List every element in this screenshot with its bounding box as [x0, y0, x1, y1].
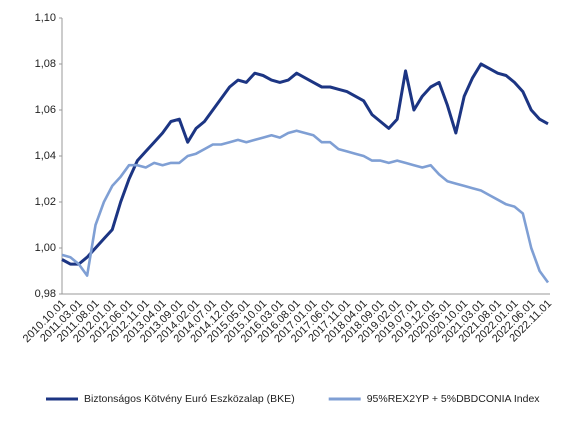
- series-line: [61, 129, 550, 284]
- y-tick-label: 1,06: [35, 104, 56, 116]
- series-line: [61, 62, 549, 266]
- legend-label: 95%REX2YP + 5%DBDCONIA Index: [367, 393, 541, 405]
- y-tick-label: 1,00: [35, 242, 56, 254]
- legend-label: Biztonságos Kötvény Euró Eszközalap (BKE…: [84, 393, 295, 405]
- y-tick-label: 1,02: [35, 196, 56, 208]
- y-tick-label: 0,98: [35, 288, 56, 300]
- y-tick-label: 1,08: [35, 58, 56, 70]
- y-tick-label: 1,10: [35, 12, 56, 24]
- y-tick-label: 1,04: [35, 150, 56, 162]
